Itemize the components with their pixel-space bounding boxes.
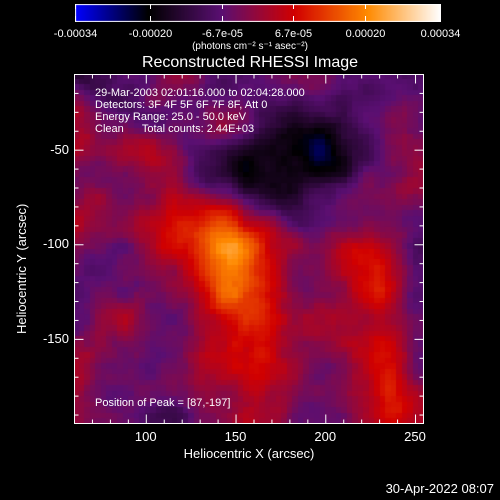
x-tick-label: 100 [134, 429, 157, 444]
x-tick-label: 150 [224, 429, 247, 444]
annotation-line-1: 29-Mar-2003 02:01:16.000 to 02:04:28.000 [95, 87, 305, 99]
heatmap-image [74, 74, 424, 424]
colorbar-gradient [75, 4, 441, 22]
y-tick-label: -150 [42, 330, 69, 346]
y-axis-label: Heliocentric Y (arcsec) [14, 203, 29, 334]
y-tick-label: -50 [50, 141, 69, 157]
annotation-line-3: Energy Range: 25.0 - 50.0 keV [95, 111, 247, 123]
x-tick-label: 250 [404, 429, 426, 444]
colorbar-units-label: (photons cm⁻² s⁻¹ asec⁻²) [192, 41, 308, 52]
colorbar-tick-label: 0.00034 [420, 28, 461, 40]
colorbar-tick-label: -0.00020 [128, 28, 173, 40]
chart-title: Reconstructed RHESSI Image [141, 54, 359, 71]
colorbar-tick-label: -6.7e-05 [202, 28, 243, 40]
x-tick-label: 200 [314, 429, 337, 444]
annotation-line-2: Detectors: 3F 4F 5F 6F 7F 8F, Att 0 [95, 99, 268, 111]
x-axis-label: Heliocentric X (arcsec) [183, 446, 315, 461]
plot-frame [74, 74, 424, 424]
y-tick-label: -100 [42, 236, 69, 252]
colorbar-tick-label: -0.00034 [53, 28, 98, 40]
plot-overlay [74, 74, 424, 424]
plot-area [74, 74, 424, 424]
colorbar-tick-label: 0.00020 [345, 28, 386, 40]
colorbar-tick-marks [75, 4, 441, 21]
peak-position-label: Position of Peak = [87,-197] [95, 397, 231, 409]
footer-timestamp: 30-Apr-2022 08:07 [385, 481, 494, 496]
colorbar-tick-label: 6.7e-05 [274, 28, 313, 40]
annotation-line-4: Clean Total counts: 2.44E+03 [95, 123, 255, 135]
